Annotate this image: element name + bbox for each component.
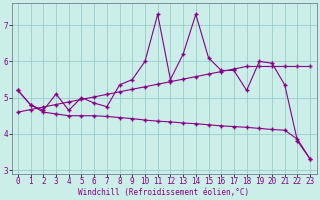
X-axis label: Windchill (Refroidissement éolien,°C): Windchill (Refroidissement éolien,°C) <box>78 188 250 197</box>
